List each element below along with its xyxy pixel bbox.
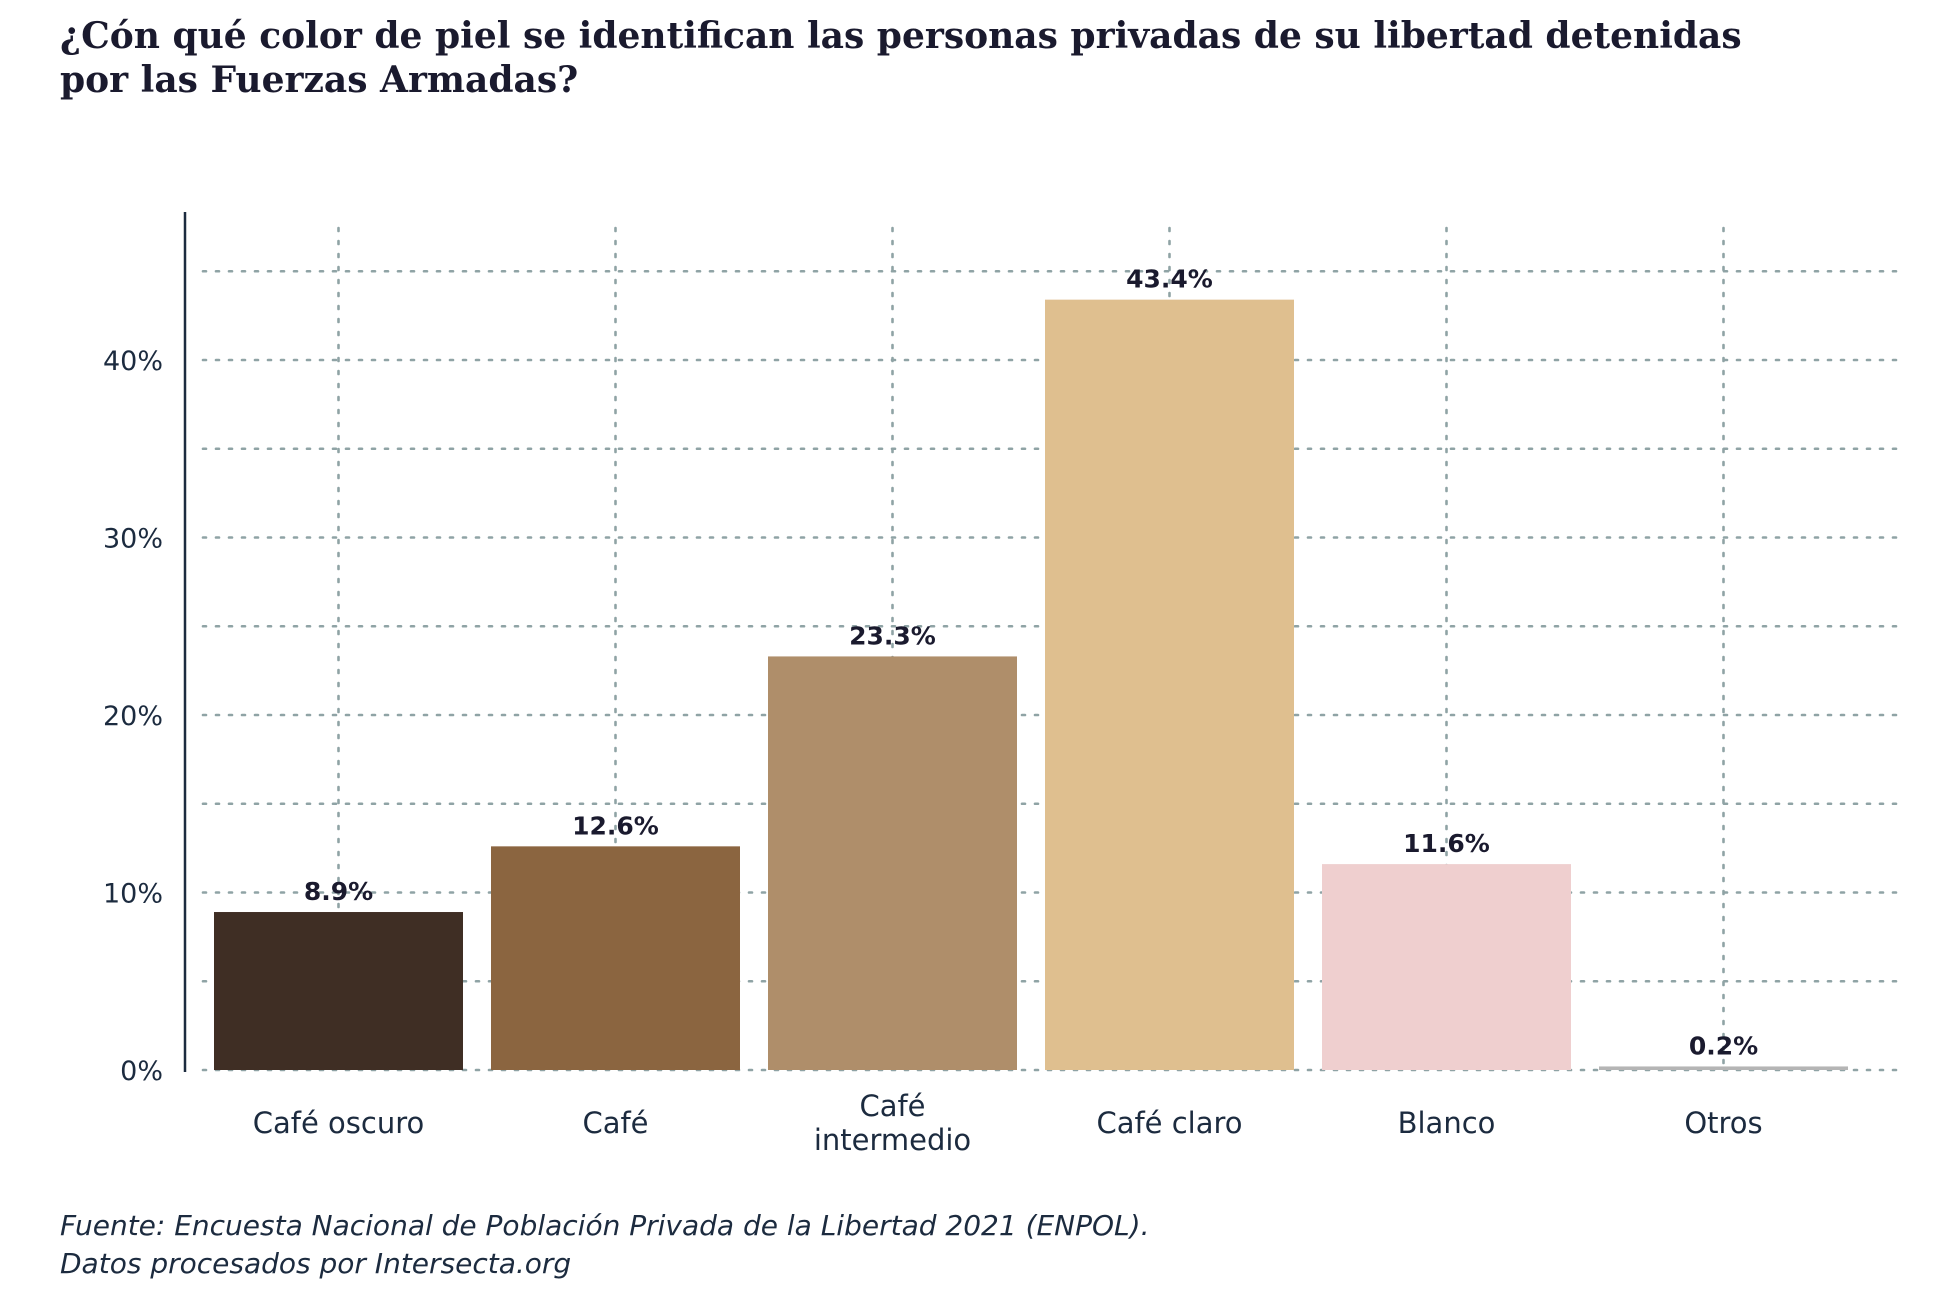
x-tick-label-5-line-0: Otros (1684, 1106, 1762, 1140)
x-tick-label-3: Café claro (1096, 1106, 1242, 1140)
y-tick-label-1: 10% (103, 879, 163, 910)
source-line-1: Fuente: Encuesta Nacional de Población P… (60, 1209, 1150, 1242)
data-label-5: 0.2% (1689, 1031, 1758, 1060)
x-tick-label-0: Café oscuro (253, 1106, 425, 1140)
chart-title-line-2: por las Fuerzas Armadas? (60, 59, 579, 101)
bar-4 (1322, 864, 1571, 1070)
x-tick-label-3-line-0: Café claro (1096, 1106, 1242, 1140)
data-labels: 8.9% 12.6% 23.3% 43.4% 11.6% 0.2% (304, 265, 1758, 1061)
bar-5 (1599, 1066, 1848, 1070)
y-tick-label-0: 0% (120, 1056, 163, 1087)
x-tick-label-4-line-0: Blanco (1398, 1106, 1496, 1140)
x-tick-label-2-line-1: intermedio (814, 1123, 971, 1157)
x-tick-label-1: Café (582, 1106, 648, 1140)
x-tick-label-2-line-0: Café (859, 1089, 925, 1123)
source-caption: Fuente: Encuesta Nacional de Población P… (60, 1207, 1149, 1283)
y-tick-label-2: 20% (103, 701, 163, 732)
data-label-4: 11.6% (1403, 829, 1490, 858)
bar-2 (768, 656, 1017, 1070)
x-tick-label-0-line-0: Café oscuro (253, 1106, 425, 1140)
bar-0 (214, 912, 463, 1070)
x-tick-label-5: Otros (1684, 1106, 1762, 1140)
x-tick-label-4: Blanco (1398, 1106, 1496, 1140)
data-label-0: 8.9% (304, 877, 373, 906)
bar-3 (1045, 299, 1294, 1070)
y-tick-label-4: 40% (103, 346, 163, 377)
data-label-1: 12.6% (572, 811, 659, 840)
chart-title-line-1: ¿Cón qué color de piel se identifican la… (60, 15, 1742, 57)
bars (214, 299, 1848, 1070)
data-label-3: 43.4% (1126, 265, 1213, 294)
source-line-2: Datos procesados por Intersecta.org (60, 1247, 572, 1280)
x-tick-label-1-line-0: Café (582, 1106, 648, 1140)
axes: 0%10%20%30%40%Café oscuro Café Café interme… (103, 212, 1763, 1157)
chart-title: ¿Cón qué color de piel se identifican la… (60, 14, 1820, 102)
y-tick-label-3: 30% (103, 524, 163, 555)
x-tick-label-2: Café intermedio (814, 1089, 971, 1157)
data-label-2: 23.3% (849, 621, 936, 650)
bar-1 (491, 846, 740, 1070)
